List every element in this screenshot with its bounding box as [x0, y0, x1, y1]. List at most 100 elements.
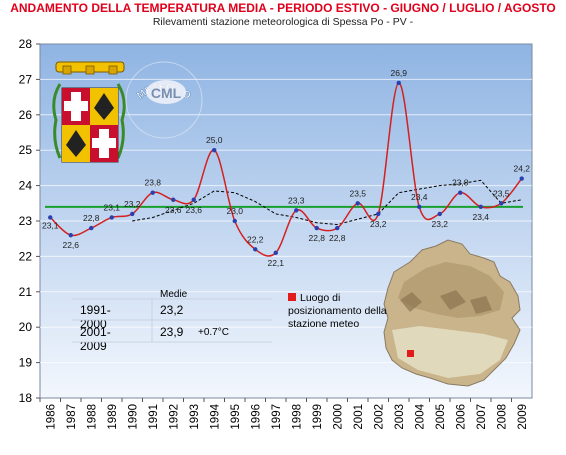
- data-label: 23,8: [452, 178, 469, 188]
- data-point: [212, 148, 217, 153]
- x-tick-label: 1988: [86, 404, 98, 430]
- data-point: [171, 197, 176, 202]
- y-tick-label: 27: [19, 72, 33, 86]
- data-label: 23,4: [472, 212, 489, 222]
- x-tick-label: 1990: [127, 404, 139, 430]
- data-point: [417, 204, 422, 210]
- x-tick-label: 1996: [250, 404, 262, 430]
- data-point: [48, 215, 53, 220]
- data-label: 23,4: [411, 192, 428, 202]
- x-tick-label: 2005: [435, 404, 447, 430]
- x-tick-label: 1997: [271, 404, 283, 430]
- x-tick-label: 1994: [209, 403, 221, 429]
- data-label: 22,8: [308, 233, 325, 243]
- x-tick-label: 1992: [168, 404, 180, 430]
- data-point: [376, 211, 381, 217]
- x-tick-label: 2007: [476, 404, 488, 430]
- data-label: 22,8: [329, 233, 346, 243]
- data-point: [191, 197, 196, 202]
- x-tick-label: 1998: [291, 404, 303, 430]
- data-label: 23,2: [370, 219, 387, 229]
- data-point: [294, 208, 299, 213]
- x-tick-label: 2000: [332, 404, 344, 430]
- data-label: 23,2: [431, 219, 448, 229]
- station-location-note: Luogo di posizionamento della stazione m…: [288, 292, 388, 331]
- x-tick-label: 1986: [45, 404, 57, 430]
- data-point: [335, 225, 340, 231]
- y-tick-label: 19: [19, 356, 33, 370]
- data-point: [499, 201, 504, 206]
- x-tick-label: 2009: [517, 404, 529, 430]
- data-label: 23,1: [42, 220, 59, 230]
- data-point: [355, 201, 360, 206]
- data-label: 25,0: [206, 135, 223, 145]
- data-point: [273, 250, 278, 256]
- y-tick-label: 20: [19, 320, 33, 334]
- legend-value: 23,2: [160, 303, 184, 317]
- y-axis: 18 19 20 21 22 23 24 25 26 27 28: [19, 37, 40, 405]
- x-tick-label: 1999: [312, 404, 324, 430]
- data-label: 23,5: [493, 188, 510, 198]
- data-points: [48, 80, 524, 256]
- station-marker-swatch: [288, 293, 296, 301]
- trend-line: [132, 179, 522, 226]
- y-tick-label: 24: [19, 179, 33, 193]
- lombardy-map-icon: [383, 239, 521, 387]
- data-label: 22,1: [267, 258, 284, 268]
- data-label: 23,2: [124, 199, 141, 209]
- chart-subtitle: Rilevamenti stazione meteorologica di Sp…: [152, 16, 414, 28]
- y-tick-label: 23: [19, 214, 33, 228]
- data-label: 23,8: [144, 178, 161, 188]
- x-tick-label: 1987: [66, 404, 78, 430]
- x-tick-label: 1989: [107, 404, 119, 430]
- legend-value: 23,9: [160, 325, 184, 339]
- data-label: 24,2: [513, 164, 530, 174]
- x-tick-label: 2002: [373, 404, 385, 430]
- data-point: [232, 218, 237, 224]
- x-tick-label: 2004: [414, 403, 426, 429]
- y-tick-label: 18: [19, 391, 33, 405]
- x-axis: 1986 1987 1988 1989 1990 1991 1992 1993 1994 1995…: [39, 398, 529, 430]
- y-tick-label: 25: [19, 143, 33, 157]
- legend-heading: Medie: [160, 289, 188, 300]
- data-point: [150, 190, 155, 195]
- data-point: [109, 215, 114, 220]
- data-point: [68, 232, 73, 238]
- y-tick-label: 28: [19, 37, 33, 51]
- data-label: 23,1: [103, 202, 120, 212]
- data-label: 23,5: [349, 188, 366, 198]
- y-tick-label: 22: [19, 249, 33, 263]
- data-point: [253, 247, 258, 252]
- y-tick-label: 21: [19, 285, 33, 299]
- x-tick-label: 2003: [394, 404, 406, 430]
- data-label: 23,6: [165, 205, 182, 215]
- x-tick-label: 2001: [353, 404, 365, 430]
- data-point: [437, 211, 442, 217]
- legend-box-lines: [72, 298, 272, 343]
- x-tick-label: 2008: [496, 404, 508, 430]
- coat-of-arms-icon: [52, 61, 126, 163]
- y-tick-label: 26: [19, 108, 33, 122]
- chart-title: ANDAMENTO DELLA TEMPERATURA MEDIA - PERI…: [10, 1, 556, 15]
- badge-mark: CML: [151, 85, 182, 101]
- data-labels: 23,122,622,823,1 23,223,823,6 23,625,023,0…: [42, 68, 530, 268]
- data-point: [478, 204, 483, 210]
- data-label: 23,0: [226, 206, 243, 216]
- legend-delta: +0.7°C: [198, 327, 229, 338]
- data-label: 22,2: [247, 234, 264, 244]
- station-location-text: Luogo di posizionamento della stazione m…: [288, 292, 387, 330]
- x-tick-label: 2006: [455, 404, 467, 430]
- station-marker: [407, 350, 414, 357]
- data-point: [314, 225, 319, 231]
- data-point: [89, 225, 94, 231]
- x-tick-label: 1991: [148, 404, 160, 430]
- data-label: 23,3: [288, 195, 305, 205]
- data-label: 22,8: [83, 213, 100, 223]
- data-label: 23,6: [185, 205, 202, 215]
- x-tick-label: 1995: [230, 404, 242, 430]
- data-point: [396, 80, 401, 86]
- data-point: [130, 211, 135, 217]
- data-point: [458, 190, 463, 195]
- data-label: 22,6: [62, 240, 79, 250]
